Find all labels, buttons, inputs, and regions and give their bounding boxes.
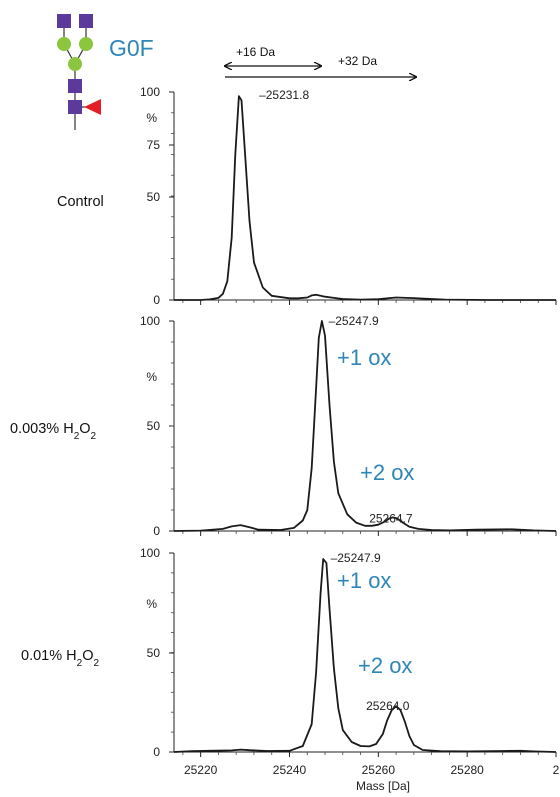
x-tick-label: 2	[553, 763, 560, 777]
y-tick-label: 0	[153, 293, 160, 307]
y-tick-label: 100	[140, 85, 160, 99]
spectrum-trace	[174, 95, 556, 301]
spectra-panels: 100 75 50 0% Control –25231.8 100 50 0% 0.003% H2…	[10, 85, 557, 759]
peak-label: –25247.9	[331, 551, 381, 565]
oxidation-label: +2 ox	[360, 460, 414, 485]
x-axis: 25220 25240 25260 25280 2	[184, 763, 560, 777]
mass-shift-16-label: +16 Da	[236, 45, 275, 59]
peak-label: –25247.9	[329, 314, 379, 328]
spectrum-panel: 100 75 50 0% Control –25231.8	[57, 85, 557, 307]
spectrum-trace	[173, 558, 557, 753]
panel-label: Control	[57, 194, 104, 210]
x-tick-label: 25240	[273, 763, 307, 777]
x-tick-label: 25260	[362, 763, 396, 777]
mass-shift-32-label: +32 Da	[338, 54, 377, 68]
y-tick-label: 50	[147, 190, 161, 204]
panel-label: 0.003% H2O2	[10, 421, 97, 442]
glcnac-square-icon	[68, 79, 82, 93]
oxidation-label: +1 ox	[337, 568, 391, 593]
mannose-circle-icon	[79, 37, 93, 51]
y-unit-label: %	[146, 370, 157, 384]
glycan-structure: G0F	[57, 14, 154, 130]
y-tick-label: 50	[147, 646, 161, 660]
x-axis-title: Mass [Da]	[356, 779, 410, 793]
spectrum-panel: 100 50 0% 0.01% H2O2 –25247.9 25264.0 +1 ox +2 …	[21, 546, 557, 759]
glcnac-square-icon	[57, 14, 71, 28]
x-tick-label: 25280	[450, 763, 484, 777]
glcnac-square-icon	[79, 14, 93, 28]
y-unit-label: %	[146, 111, 157, 125]
peak-label: –25231.8	[259, 88, 309, 102]
mass-shift-annotations: +16 Da +32 Da	[225, 45, 416, 77]
spectrum-trace	[173, 320, 557, 532]
y-tick-label: 100	[140, 314, 160, 328]
fucose-triangle-icon	[84, 99, 101, 115]
peak-label: 25264.7	[369, 511, 413, 525]
y-tick-label: 0	[153, 524, 160, 538]
x-tick-label: 25220	[184, 763, 218, 777]
mannose-circle-icon	[68, 57, 82, 71]
y-tick-label: 100	[140, 546, 160, 560]
oxidation-label: +1 ox	[337, 345, 391, 370]
spectrum-panel: 100 50 0% 0.003% H2O2 –25247.9 25264.7 +1 ox +2…	[10, 314, 557, 538]
y-tick-label: 75	[147, 138, 161, 152]
oxidation-label: +2 ox	[358, 653, 412, 678]
y-tick-label: 0	[153, 745, 160, 759]
y-unit-label: %	[146, 597, 157, 611]
glycan-label: G0F	[109, 35, 154, 61]
panel-label: 0.01% H2O2	[21, 648, 99, 669]
y-tick-label: 50	[147, 419, 161, 433]
peak-label: 25264.0	[366, 699, 410, 713]
mannose-circle-icon	[57, 37, 71, 51]
glcnac-square-icon	[68, 100, 82, 114]
